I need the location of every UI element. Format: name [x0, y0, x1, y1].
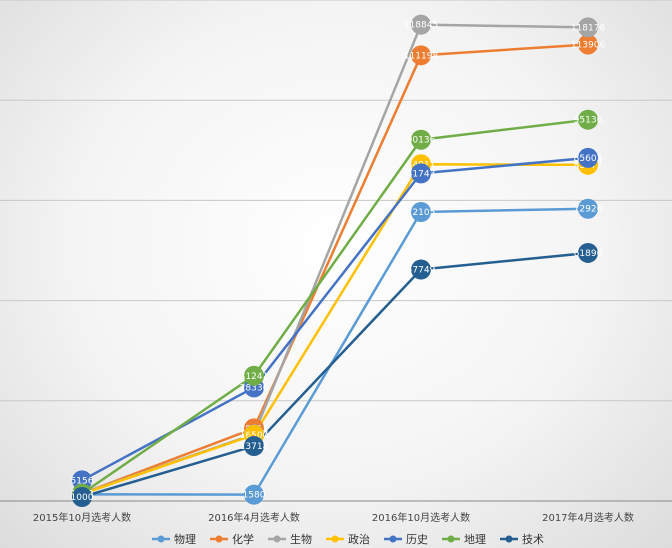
data-label: 1000	[71, 493, 94, 503]
data-point	[72, 486, 92, 507]
data-label: 95136	[574, 116, 603, 126]
data-label: 57749	[407, 266, 436, 276]
data-point	[411, 14, 431, 35]
series-line-4	[81, 163, 589, 496]
data-point	[411, 259, 431, 280]
data-point	[578, 147, 598, 168]
data-label: 113906	[571, 40, 606, 50]
legend-label: 生物	[290, 532, 312, 546]
category-labels: 2015年10月选考人数 2016年4月选考人数 2016年10月选考人数 2017年…	[33, 511, 634, 524]
data-label: 72926	[574, 205, 603, 215]
legend: 物理 化学 生物 政治 历史 地理 技术	[152, 532, 544, 546]
data-point	[578, 109, 598, 130]
gridlines	[0, 0, 672, 402]
data-point	[578, 198, 598, 219]
data-point	[578, 34, 598, 55]
data-point	[244, 484, 264, 505]
legend-label: 历史	[406, 533, 428, 546]
x-tick-label: 2017年4月选考人数	[542, 511, 634, 524]
data-label: 16500	[240, 431, 269, 441]
data-point	[244, 436, 264, 457]
legend-marker	[273, 535, 281, 543]
legend-label: 物理	[174, 532, 196, 546]
data-point	[411, 45, 431, 66]
legend-marker	[215, 535, 223, 543]
series-line-1	[81, 207, 589, 496]
data-label: 111198	[404, 51, 439, 61]
data-point	[411, 202, 431, 223]
data-label: 61890	[574, 249, 603, 259]
series-line-2	[81, 43, 589, 495]
series-lines	[81, 23, 589, 499]
series-line-7	[81, 251, 589, 499]
legend-marker	[389, 535, 397, 543]
x-tick-label: 2016年10月选考人数	[372, 511, 470, 524]
legend-label: 政治	[348, 532, 370, 546]
data-label: 81743	[407, 169, 436, 179]
data-label: 5156	[71, 476, 94, 486]
series-line-5	[81, 156, 589, 482]
data-point	[578, 17, 598, 38]
legend-label: 技术	[522, 533, 544, 546]
data-label: 1580	[243, 491, 266, 501]
legend-marker	[331, 535, 339, 543]
data-point	[411, 163, 431, 184]
data-label: 90136	[407, 136, 436, 146]
data-label: 13718	[240, 442, 269, 452]
series-markers: 1663158072105729261843181111111981139061…	[71, 14, 606, 507]
data-point	[578, 242, 598, 263]
data-label: 31241	[240, 372, 269, 382]
legend-label: 地理	[464, 533, 486, 546]
x-tick-label: 2015年10月选考人数	[33, 511, 131, 524]
data-label: 118178	[571, 23, 606, 33]
series-line-6	[81, 118, 589, 495]
legend-marker	[447, 535, 455, 543]
data-label: 28336	[240, 383, 269, 393]
x-tick-label: 2016年4月选考人数	[208, 511, 300, 524]
data-point	[244, 365, 264, 386]
legend-label: 化学	[232, 532, 254, 546]
data-label: 118845	[404, 21, 438, 31]
data-point	[411, 129, 431, 150]
data-label: 85603	[574, 154, 603, 164]
legend-marker	[505, 535, 513, 543]
legend-marker	[157, 535, 165, 543]
data-label: 72105	[407, 208, 436, 218]
